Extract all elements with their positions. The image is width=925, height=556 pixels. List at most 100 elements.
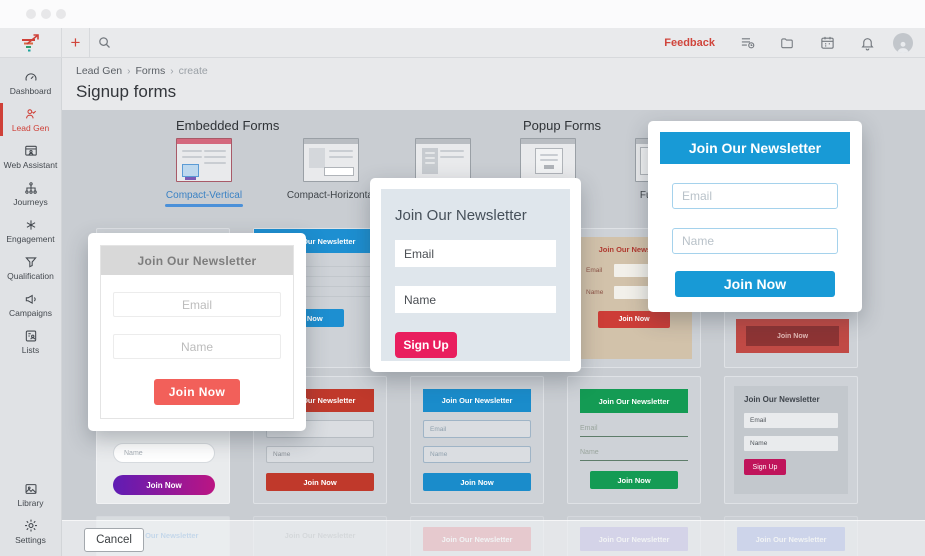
mini-join-button: Join Now xyxy=(113,475,215,495)
preview-name-input[interactable] xyxy=(395,286,556,313)
thumb-browser-bar xyxy=(416,139,470,144)
breadcrumb-create: create xyxy=(178,65,208,77)
window-control-dot[interactable] xyxy=(56,9,66,19)
template-card-blue[interactable]: Join Our Newsletter Email Name Join Now xyxy=(410,376,544,504)
create-new-button[interactable]: + xyxy=(62,28,90,57)
embedded-forms-section-title: Embedded Forms xyxy=(176,118,280,133)
breadcrumb-separator: › xyxy=(127,65,131,77)
sidebar-item-label: Web Assistant xyxy=(3,159,58,170)
preview-card-grey-centered[interactable]: Join Our Newsletter Join Now xyxy=(88,233,306,431)
preview-email-input[interactable] xyxy=(113,292,281,317)
template-thumb-label[interactable]: Compact-Vertical xyxy=(149,190,259,207)
breadcrumb-lead-gen[interactable]: Lead Gen xyxy=(76,65,123,77)
mini-name-input: Name xyxy=(113,443,215,463)
window-titlebar xyxy=(0,0,925,28)
mini-name-label: Name xyxy=(580,449,599,456)
preview-form-title: Join Our Newsletter xyxy=(101,246,293,275)
activity-log-icon[interactable] xyxy=(733,28,761,57)
template-card-grey[interactable]: Join Our Newsletter Email Name Sign Up xyxy=(724,376,858,504)
topbar-right: Feedback xyxy=(664,28,925,57)
preview-email-input[interactable] xyxy=(395,240,556,267)
popup-forms-section-title: Popup Forms xyxy=(523,118,602,133)
sidebar-item-label: Journeys xyxy=(13,196,48,207)
mini-signup-button: Sign Up xyxy=(744,459,786,475)
preview-sign-up-button[interactable]: Sign Up xyxy=(395,332,457,358)
lead-gen-user-icon xyxy=(25,108,36,118)
journeys-flow-icon xyxy=(24,181,37,194)
sidebar-item-label: Library xyxy=(17,497,44,508)
mini-form-title: Join Our Newsletter xyxy=(580,389,688,413)
mini-email-underline xyxy=(580,436,688,437)
sidebar-item-library[interactable]: Library xyxy=(0,476,61,513)
lists-icon xyxy=(25,330,36,341)
folder-icon[interactable] xyxy=(773,28,801,57)
template-card-green[interactable]: Join Our Newsletter Email Name Join Now xyxy=(567,376,701,504)
sidebar-item-settings[interactable]: Settings xyxy=(0,513,61,550)
thumb-browser-bar xyxy=(177,139,231,144)
template-thumb-compact-vertical[interactable] xyxy=(176,138,232,182)
user-avatar[interactable] xyxy=(893,32,913,53)
thumb-browser-bar xyxy=(304,139,358,144)
sidebar-item-qualification[interactable]: Qualification xyxy=(0,249,61,286)
mini-name-label: Name xyxy=(586,289,604,296)
mini-join-button: Join Now xyxy=(590,471,678,489)
page-title: Signup forms xyxy=(76,82,177,101)
breadcrumb-separator: › xyxy=(170,65,174,77)
template-thumb-compact-horizontal[interactable] xyxy=(303,138,359,182)
mini-name-input: Name xyxy=(423,445,531,464)
content-area: Embedded Forms Popup Forms Compact-Verti… xyxy=(62,110,925,556)
engagement-spark-icon xyxy=(26,219,35,230)
sidebar-item-journeys[interactable]: Journeys xyxy=(0,175,61,212)
sidebar-item-label: Campaigns xyxy=(9,307,52,318)
sidebar-item-label: Settings xyxy=(15,535,46,545)
mini-form-title: Join Our Newsletter xyxy=(598,245,670,254)
preview-join-now-button[interactable]: Join Now xyxy=(154,379,240,405)
sidebar-item-label: Lists xyxy=(21,344,40,355)
preview-form-title: Join Our Newsletter xyxy=(660,132,850,164)
feedback-link[interactable]: Feedback xyxy=(664,36,715,49)
sidebar-item-web-assistant[interactable]: Web Assistant xyxy=(0,138,61,175)
preview-card-blue-header[interactable]: Join Our Newsletter Join Now xyxy=(648,121,862,312)
template-thumb-label[interactable]: Compact-Horizontal xyxy=(286,190,376,201)
preview-join-now-button[interactable]: Join Now xyxy=(675,271,835,297)
sidebar-item-dashboard[interactable]: Dashboard xyxy=(0,64,61,101)
mini-join-button: Join Now xyxy=(266,473,374,491)
thumb-embedded-form xyxy=(182,164,199,180)
template-thumb-popup[interactable] xyxy=(520,138,576,182)
window-control-dot[interactable] xyxy=(26,9,36,19)
settings-gear-icon xyxy=(24,519,37,532)
window-control-dot[interactable] xyxy=(41,9,51,19)
preview-card-light-panel[interactable]: Join Our Newsletter Sign Up xyxy=(370,178,581,372)
calendar-icon[interactable] xyxy=(813,28,841,57)
main-header: Lead Gen › Forms › create Signup forms xyxy=(62,58,925,110)
sidebar-item-label: Dashboard xyxy=(9,85,52,96)
mini-join-button: Join Now xyxy=(746,326,839,346)
mini-join-button: Join Now xyxy=(423,473,531,491)
preview-name-input[interactable] xyxy=(113,334,281,359)
sidebar-item-lead-gen[interactable]: Lead Gen xyxy=(0,101,61,138)
qualification-funnel-icon xyxy=(24,256,37,268)
sidebar-item-campaigns[interactable]: Campaigns xyxy=(0,286,61,323)
template-thumb-vertical-panel[interactable] xyxy=(415,138,471,182)
mini-name-input: Name xyxy=(744,436,838,451)
bottom-action-bar: Cancel xyxy=(62,520,925,556)
cancel-button[interactable]: Cancel xyxy=(84,528,144,552)
preview-email-input[interactable] xyxy=(672,183,838,209)
mini-name-underline xyxy=(580,460,688,461)
breadcrumb-forms[interactable]: Forms xyxy=(135,65,166,77)
sidebar-item-lists[interactable]: Lists xyxy=(0,323,61,360)
search-icon[interactable] xyxy=(90,28,118,57)
sidebar-item-engagement[interactable]: Engagement xyxy=(0,212,61,249)
preview-name-input[interactable] xyxy=(672,228,838,254)
preview-form-title: Join Our Newsletter xyxy=(395,207,527,224)
mini-join-button: Join Now xyxy=(598,311,670,328)
mini-form-title: Join Our Newsletter xyxy=(423,389,531,413)
mini-form-title: Join Our Newsletter xyxy=(744,395,820,404)
breadcrumb: Lead Gen › Forms › create xyxy=(76,65,208,77)
notifications-bell-icon[interactable] xyxy=(853,28,881,57)
mini-email-input: Email xyxy=(423,420,531,438)
app-logo-icon[interactable] xyxy=(0,28,62,57)
topbar: + Feedback xyxy=(0,28,925,58)
sidebar-item-label: Qualification xyxy=(7,270,54,281)
